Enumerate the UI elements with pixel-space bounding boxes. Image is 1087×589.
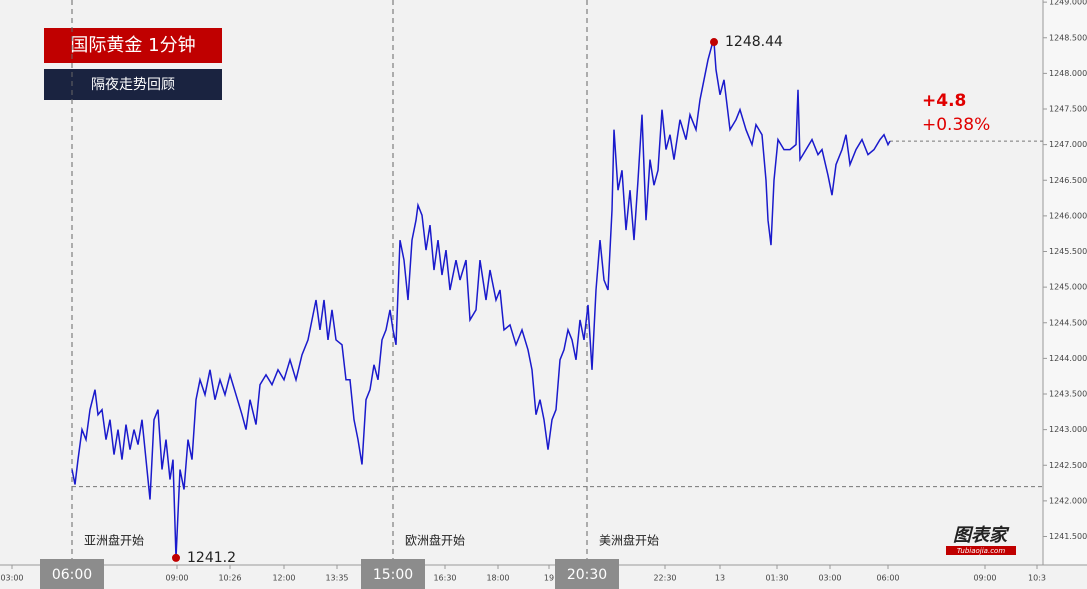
y-tick-label: 1248.000 bbox=[1049, 69, 1087, 78]
y-tick-label: 1243.500 bbox=[1049, 390, 1087, 399]
x-tick-label: 01:30 bbox=[765, 574, 788, 583]
title-box bbox=[44, 28, 222, 63]
chart-subtitle: 隔夜走势回顾 bbox=[91, 77, 175, 93]
low-label: 1241.2 bbox=[187, 550, 236, 566]
session-tick: 06:00 bbox=[52, 567, 92, 583]
y-tick-label: 1246.000 bbox=[1049, 211, 1087, 220]
high-marker bbox=[710, 38, 718, 47]
y-tick-label: 1242.500 bbox=[1049, 461, 1087, 470]
session-tick-box bbox=[361, 559, 425, 589]
watermark-url: Tubiaojia.com bbox=[957, 547, 1006, 555]
y-tick-label: 1245.500 bbox=[1049, 247, 1087, 256]
y-tick-label: 1245.000 bbox=[1049, 283, 1087, 292]
session-tick-box bbox=[555, 559, 619, 589]
x-tick-label: 19 bbox=[544, 574, 554, 583]
x-tick-label: 13:35 bbox=[325, 574, 348, 583]
chart-title: 国际黄金 1分钟 bbox=[70, 35, 195, 56]
x-tick-label: 03:00 bbox=[0, 574, 23, 583]
y-tick-label: 1244.500 bbox=[1049, 318, 1087, 327]
y-tick-label: 1248.500 bbox=[1049, 33, 1087, 42]
x-tick-label: 13 bbox=[715, 574, 725, 583]
subtitle-box bbox=[44, 69, 222, 100]
x-tick-label: 22:30 bbox=[653, 574, 676, 583]
y-tick-label: 1247.500 bbox=[1049, 105, 1087, 114]
y-tick-label: 1247.000 bbox=[1049, 140, 1087, 149]
price-line bbox=[71, 39, 891, 558]
y-tick-label: 1249.000 bbox=[1049, 0, 1087, 7]
y-tick-label: 1246.500 bbox=[1049, 176, 1087, 185]
low-marker bbox=[172, 553, 180, 562]
watermark-bar bbox=[946, 546, 1016, 555]
session-label: 美洲盘开始 bbox=[599, 533, 659, 548]
y-tick-label: 1242.000 bbox=[1049, 496, 1087, 505]
x-tick-label: 06:00 bbox=[876, 574, 899, 583]
x-tick-label: 03:00 bbox=[818, 574, 841, 583]
x-tick-label: 16:30 bbox=[433, 574, 456, 583]
x-tick-label: 10:3 bbox=[1028, 574, 1046, 583]
high-label: 1248.44 bbox=[725, 34, 783, 50]
change-percent: +0.38% bbox=[922, 115, 990, 135]
y-tick-label: 1241.500 bbox=[1049, 532, 1087, 541]
x-tick-label: 18:00 bbox=[486, 574, 509, 583]
session-tick: 20:30 bbox=[567, 567, 607, 583]
x-tick-label: 09:00 bbox=[165, 574, 188, 583]
session-tick-box bbox=[40, 559, 104, 589]
session-label: 亚洲盘开始 bbox=[84, 533, 144, 548]
x-tick-label: 10:26 bbox=[218, 574, 241, 583]
watermark-name: 图表家 bbox=[953, 525, 1010, 546]
change: +4.8 bbox=[922, 91, 966, 111]
x-tick-label: 09:00 bbox=[973, 574, 996, 583]
y-tick-label: 1244.000 bbox=[1049, 354, 1087, 363]
x-tick-label: 12:00 bbox=[272, 574, 295, 583]
session-tick: 15:00 bbox=[373, 567, 413, 583]
session-label: 欧洲盘开始 bbox=[405, 533, 465, 548]
y-axis-panel bbox=[1043, 0, 1087, 565]
y-tick-label: 1243.000 bbox=[1049, 425, 1087, 434]
